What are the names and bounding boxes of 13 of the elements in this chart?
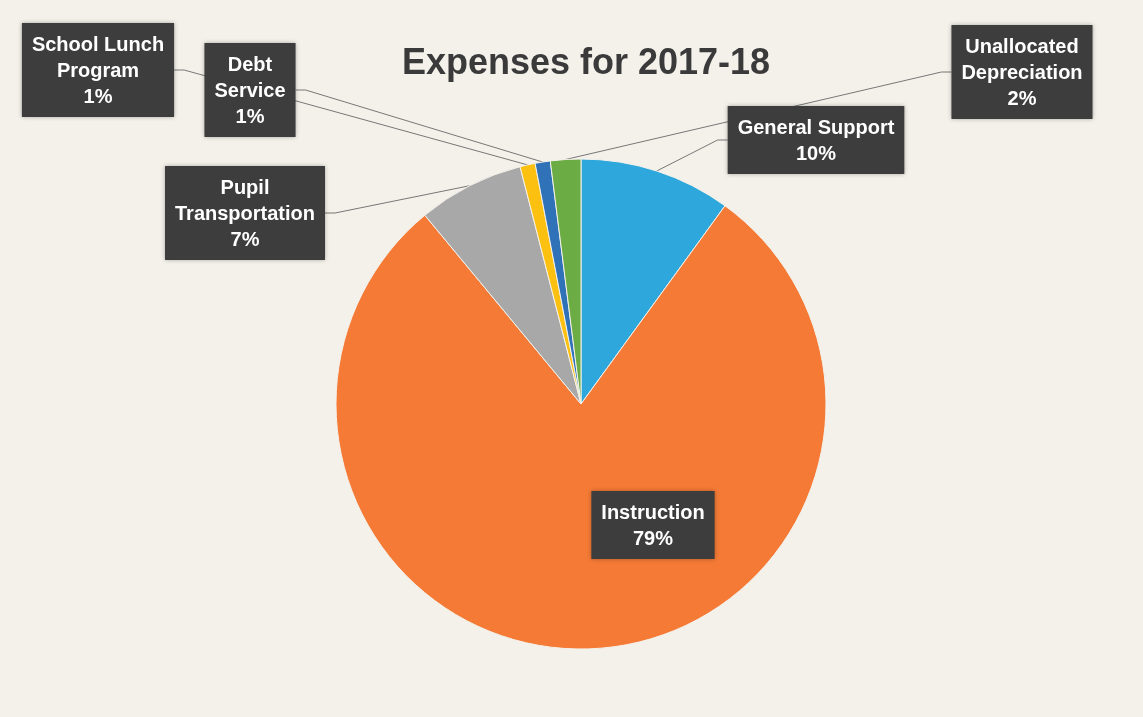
data-label: 10% [795, 142, 837, 164]
slice-label: Unallocated Depreciation [961, 35, 1083, 83]
data-label: 1% [83, 85, 113, 107]
slice-label: General Support [737, 116, 895, 138]
slice-label: Debt Service [214, 53, 286, 101]
slice-label: Pupil Transportation [174, 176, 316, 224]
slice-label: Instruction [601, 501, 705, 523]
slice-label: School Lunch Program [31, 33, 165, 81]
data-label: 79% [632, 527, 674, 549]
data-label: 2% [1007, 87, 1037, 109]
data-label: 7% [230, 228, 260, 250]
data-label: 1% [235, 105, 265, 127]
chart-title: Expenses for 2017-18 [401, 40, 771, 82]
